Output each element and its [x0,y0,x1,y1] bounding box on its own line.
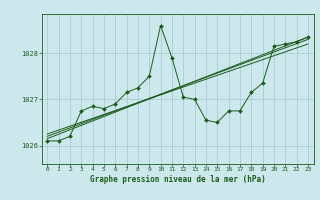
X-axis label: Graphe pression niveau de la mer (hPa): Graphe pression niveau de la mer (hPa) [90,175,266,184]
